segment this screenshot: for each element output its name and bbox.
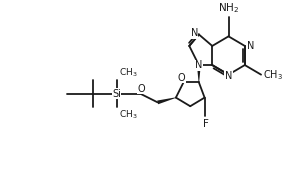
Text: N: N xyxy=(247,41,254,51)
Text: F: F xyxy=(203,119,208,129)
Text: N: N xyxy=(225,71,232,81)
Text: O: O xyxy=(138,84,145,94)
Text: N: N xyxy=(195,60,203,70)
Text: Si: Si xyxy=(112,89,121,99)
Text: CH$_3$: CH$_3$ xyxy=(119,108,138,121)
Text: N: N xyxy=(191,28,198,38)
Text: O: O xyxy=(178,72,185,83)
Text: NH$_2$: NH$_2$ xyxy=(218,1,239,15)
Text: CH$_3$: CH$_3$ xyxy=(263,68,283,82)
Text: CH$_3$: CH$_3$ xyxy=(119,67,138,79)
Polygon shape xyxy=(157,97,176,104)
Polygon shape xyxy=(197,65,201,82)
